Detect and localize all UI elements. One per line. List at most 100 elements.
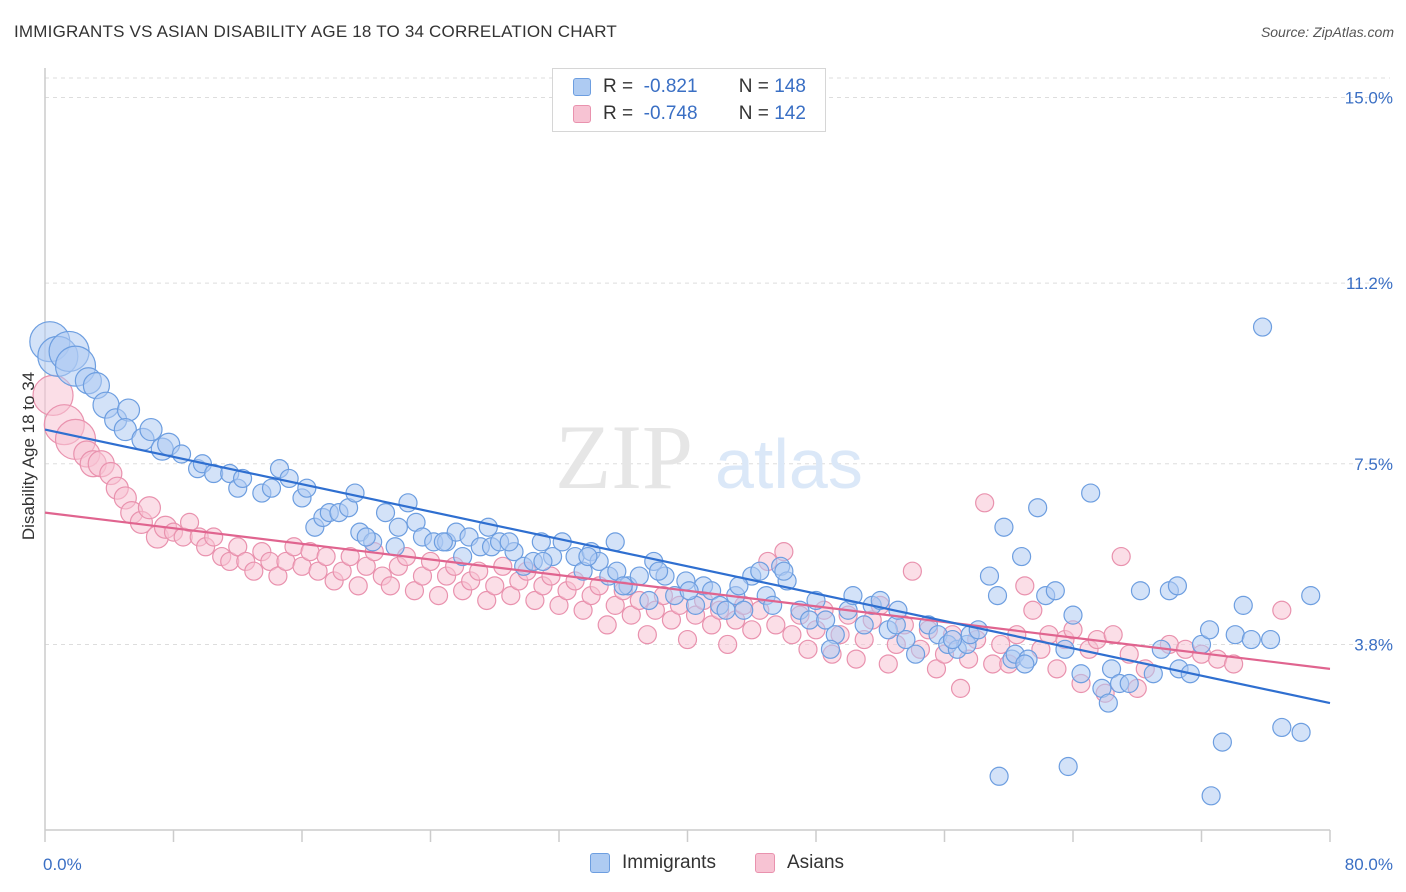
asians-trend-line: [44, 511, 1331, 670]
y-axis-title: Disability Age 18 to 34: [19, 372, 38, 540]
asians-point: [228, 537, 248, 557]
immigrants-point: [533, 551, 553, 572]
watermark-atlas: atlas: [715, 425, 863, 503]
asians-point: [428, 586, 449, 606]
asians-point: [1015, 576, 1035, 596]
asians-point: [878, 654, 898, 674]
immigrants-point: [605, 532, 625, 552]
immigrants-point: [385, 537, 405, 557]
immigrants-point: [1130, 581, 1151, 601]
immigrants-point: [1101, 659, 1122, 679]
immigrants-point: [1098, 693, 1118, 713]
asians-point: [637, 625, 657, 645]
immigrants-point: [1071, 664, 1091, 684]
immigrants-point: [1063, 605, 1083, 625]
immigrants-point: [799, 610, 820, 630]
immigrants-point: [750, 561, 770, 581]
legend-immigrants-label: Immigrants: [622, 852, 716, 873]
immigrants-legend-swatch: [590, 853, 610, 873]
n-label: N =: [738, 103, 769, 124]
immigrants-point: [613, 576, 633, 596]
immigrants-point: [1233, 595, 1253, 615]
asians-point: [983, 654, 1003, 674]
asians-point: [1111, 546, 1131, 567]
immigrants-point: [629, 566, 649, 586]
asians-point: [902, 561, 922, 581]
asians-point: [420, 551, 441, 572]
asians-point: [766, 615, 786, 635]
asians-point: [718, 634, 738, 655]
immigrants-point: [774, 561, 794, 581]
asians-point: [605, 595, 625, 615]
immigrants-point: [578, 546, 598, 567]
asians-point: [268, 566, 288, 586]
immigrants-point: [816, 610, 836, 630]
immigrants-swatch: [573, 78, 591, 96]
legend-asians-label: Asians: [787, 852, 845, 873]
asians-point: [1031, 639, 1051, 659]
asians-point: [782, 625, 802, 645]
immigrants-trend-line: [44, 428, 1331, 705]
immigrants-point: [232, 468, 253, 489]
asians-point: [356, 556, 376, 576]
correlation-legend: R = -0.821 N = 148 R = -0.748 N = 142: [552, 68, 826, 132]
immigrants-point: [1199, 620, 1220, 640]
immigrants-point: [1301, 586, 1321, 606]
r-value: -0.821: [643, 76, 698, 97]
asians-point: [332, 561, 352, 581]
asians-point: [677, 629, 698, 650]
x-tick-label-max: 80.0%: [1345, 855, 1393, 874]
asians-point: [404, 581, 425, 601]
asians-point: [380, 576, 400, 596]
immigrants-point: [1119, 673, 1139, 694]
y-tick-label: 11.2%: [1346, 274, 1393, 293]
immigrants-point: [905, 644, 926, 664]
immigrants-point: [1011, 546, 1032, 567]
immigrants-point: [1167, 576, 1188, 596]
n-value: 142: [774, 103, 806, 124]
immigrants-point: [1225, 625, 1245, 645]
asians-point: [926, 659, 947, 679]
immigrants-point: [854, 615, 874, 635]
legend-item-immigrants: Immigrants: [590, 852, 716, 874]
immigrants-point: [994, 517, 1014, 537]
asians-point: [798, 639, 818, 659]
asians-point: [597, 615, 617, 635]
immigrants-point: [1291, 722, 1311, 742]
immigrants-point: [896, 629, 916, 650]
immigrants-point: [433, 532, 453, 552]
asians-point: [621, 605, 641, 625]
immigrants-point: [116, 398, 141, 422]
immigrants-point: [499, 532, 519, 552]
immigrants-point: [1272, 717, 1292, 738]
asians-point: [573, 600, 593, 620]
immigrants-point: [979, 566, 1000, 586]
immigrants-point: [942, 629, 963, 650]
asians-point: [1272, 600, 1292, 620]
immigrants-point: [139, 417, 163, 442]
asians-point: [204, 527, 224, 547]
r-label: R =: [603, 76, 634, 97]
immigrants-point: [1212, 732, 1232, 752]
immigrants-point: [763, 595, 783, 615]
immigrants-point: [297, 478, 317, 498]
series-legend: Immigrants Asians: [0, 852, 1406, 878]
asians-point: [348, 576, 368, 596]
source-label: Source: ZipAtlas.com: [1260, 24, 1394, 40]
y-tick-label: 15.0%: [1345, 89, 1393, 108]
immigrants-point: [1252, 317, 1273, 337]
asians-point: [284, 537, 304, 557]
legend-item-asians: Asians: [755, 852, 844, 874]
asians-point: [412, 566, 433, 586]
asians-point: [525, 590, 545, 611]
asians-point: [1047, 659, 1067, 679]
asians-point: [316, 546, 336, 567]
asians-point: [742, 620, 762, 640]
asians-point: [846, 649, 866, 669]
immigrants-point: [1028, 498, 1048, 518]
y-tick-label: 3.8%: [1354, 635, 1393, 654]
asians-point: [1175, 639, 1196, 659]
r-value: -0.748: [643, 103, 698, 124]
asians-point: [661, 610, 682, 630]
